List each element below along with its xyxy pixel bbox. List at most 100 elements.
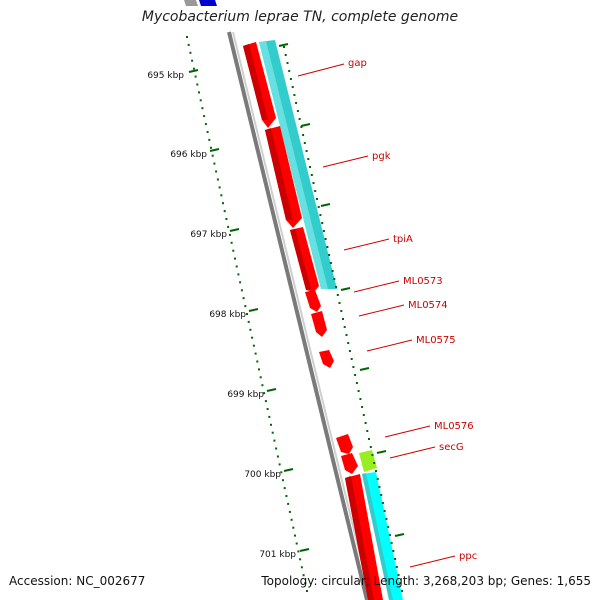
ruler-label-698: 698 kbp xyxy=(209,310,246,320)
ruler-dots xyxy=(186,36,308,592)
outer-dot xyxy=(385,518,388,520)
ruler-dot xyxy=(191,59,194,62)
outer-dot xyxy=(388,534,391,536)
ruler-labels: 695 kbp 696 kbp 697 kbp 698 kbp 699 kbp … xyxy=(147,71,296,560)
major-tick-701 xyxy=(299,548,310,552)
outer-dot xyxy=(390,542,393,544)
gene-band-upper xyxy=(259,40,337,289)
ruler-dot xyxy=(194,75,197,78)
map-title: Mycobacterium leprae TN, complete genome xyxy=(141,9,459,25)
ruler-dot xyxy=(203,115,206,118)
major-tick-700 xyxy=(283,468,294,472)
ruler-dot xyxy=(240,289,243,292)
cds-pgk-edge xyxy=(265,128,293,220)
outer-dot xyxy=(373,462,376,464)
outer-dot xyxy=(302,134,305,136)
ruler-dot xyxy=(211,154,214,157)
outer-dot xyxy=(362,414,365,416)
outer-dot xyxy=(314,190,317,192)
ruler-dot xyxy=(218,186,221,189)
ruler-dot xyxy=(227,225,230,228)
ruler-major-ticks xyxy=(188,69,310,552)
ruler-dot xyxy=(237,273,240,276)
outer-dot xyxy=(293,94,296,96)
gene-label-ppc: ppc xyxy=(459,551,477,562)
ruler-dot xyxy=(292,526,295,529)
outer-dot xyxy=(326,246,329,248)
cds-gap-edge xyxy=(243,44,268,120)
ruler-dot xyxy=(230,241,233,244)
leader-gap xyxy=(297,63,345,77)
outer-dot xyxy=(401,590,403,592)
ruler-dot xyxy=(192,67,195,70)
ruler-dot xyxy=(189,51,192,54)
outer-dot xyxy=(342,318,344,320)
gene-label-ML0575: ML0575 xyxy=(416,335,456,346)
ruler-dot xyxy=(220,194,223,197)
outer-ticks xyxy=(278,43,405,537)
gene-leaders xyxy=(297,63,456,568)
outer-dot xyxy=(394,558,397,560)
gene-label-pgk: pgk xyxy=(372,151,391,162)
outer-dot xyxy=(291,86,294,88)
outer-dot xyxy=(357,390,360,392)
major-tick-695 xyxy=(188,69,199,73)
ruler-dot xyxy=(213,162,216,165)
ruler-dot xyxy=(222,202,224,205)
gene-label-ML0574: ML0574 xyxy=(408,300,448,311)
outer-dot xyxy=(369,446,372,448)
ruler-dot xyxy=(306,590,308,592)
outer-dot xyxy=(288,70,291,72)
outer-dot xyxy=(378,486,381,488)
ruler-dot xyxy=(287,502,290,505)
outer-tick-7 xyxy=(394,533,405,537)
grey-feature-top xyxy=(184,0,198,6)
ruler-dot xyxy=(268,415,271,418)
ruler-label-697: 697 kbp xyxy=(190,230,227,240)
gene-label-ML0573: ML0573 xyxy=(403,276,443,287)
outer-dot xyxy=(322,230,325,232)
ruler-dot xyxy=(187,43,190,46)
ruler-dot xyxy=(252,344,255,347)
cds-secG-adjacent xyxy=(341,453,358,474)
backbone xyxy=(227,31,372,600)
outer-dot xyxy=(343,326,346,328)
ruler-dot xyxy=(300,566,303,569)
ruler-dot xyxy=(210,146,212,149)
outer-dot xyxy=(397,574,400,576)
ruler-dot xyxy=(204,123,207,126)
cds-tpiA-edge xyxy=(290,229,311,290)
outer-dot xyxy=(296,110,299,112)
outer-dot xyxy=(347,342,350,344)
outer-dot xyxy=(319,214,322,216)
ruler-dot xyxy=(239,281,242,284)
outer-dot xyxy=(371,454,374,456)
ruler-dot xyxy=(201,107,204,110)
outer-dot xyxy=(338,302,341,304)
ruler-label-700: 700 kbp xyxy=(244,470,281,480)
cds-ppc-edge xyxy=(345,476,374,600)
major-tick-699 xyxy=(266,388,277,392)
leader-secG xyxy=(389,446,436,459)
ruler-dot xyxy=(278,463,281,466)
major-tick-698 xyxy=(248,308,259,312)
gene-band-upper-highlight xyxy=(259,41,328,289)
ruler-dot xyxy=(246,313,248,315)
cds-ML0574 xyxy=(311,311,327,337)
outer-dot xyxy=(381,502,384,504)
cds-features xyxy=(243,42,383,600)
ruler-dot xyxy=(295,542,298,545)
outer-tick-2 xyxy=(300,123,311,127)
leader-ML0575 xyxy=(366,339,413,352)
outer-dot xyxy=(392,550,395,552)
gene-label-tpiA: tpiA xyxy=(393,234,413,245)
top-partial-features xyxy=(184,0,217,6)
leader-ML0576 xyxy=(384,425,431,438)
leader-tpiA xyxy=(343,238,390,251)
outer-dot xyxy=(283,46,285,48)
gene-label-ML0576: ML0576 xyxy=(434,421,474,432)
ruler-dot xyxy=(271,431,274,434)
major-tick-696 xyxy=(209,148,220,152)
ruler-dot xyxy=(254,352,257,355)
